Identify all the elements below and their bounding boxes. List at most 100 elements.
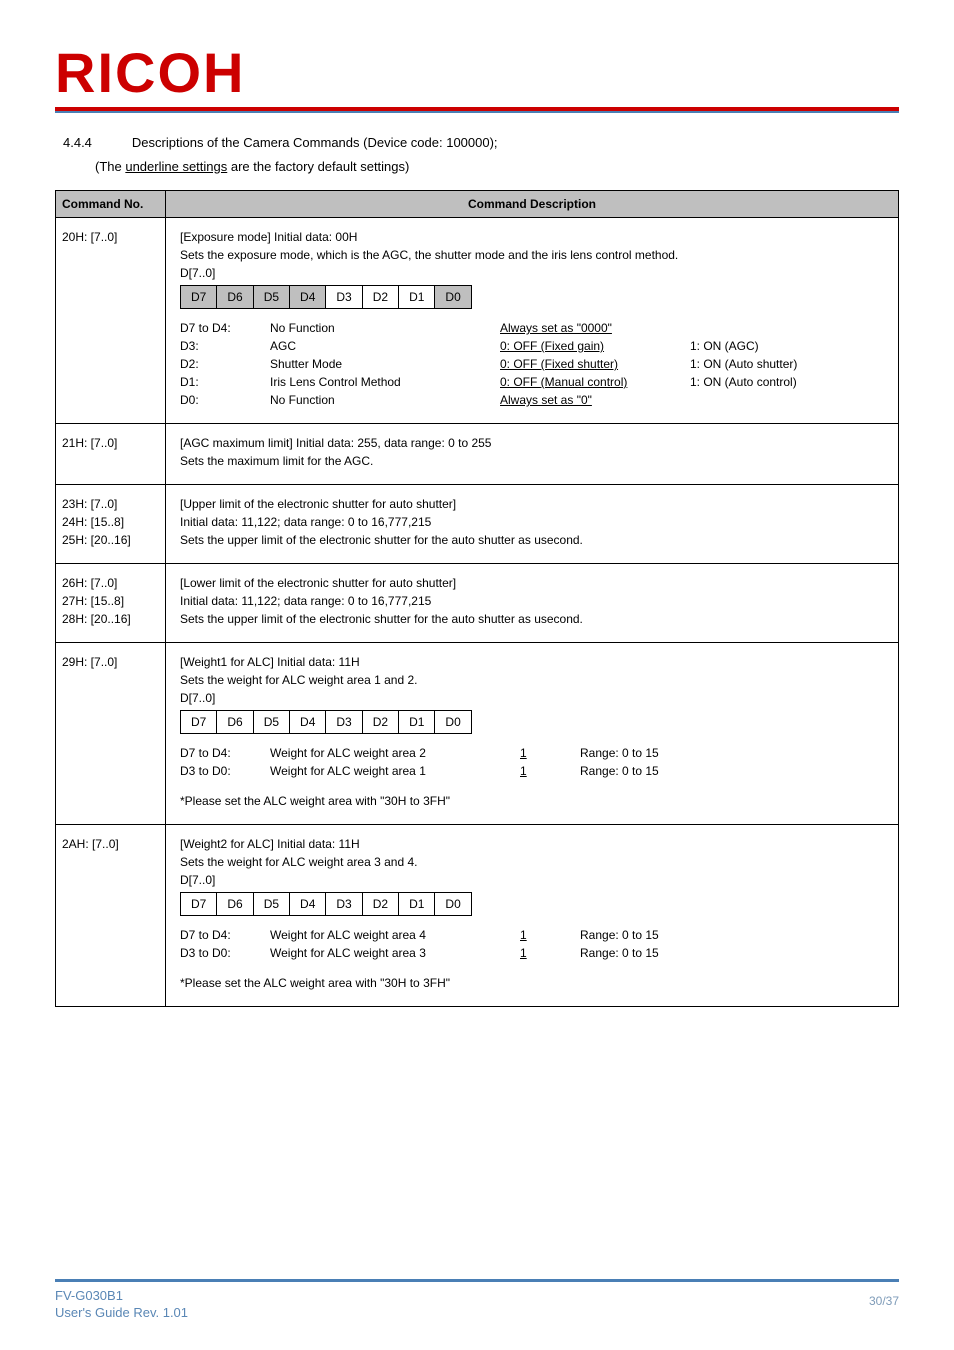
bit-map-row: D2:Shutter Mode0: OFF (Fixed shutter)1: … xyxy=(180,355,888,373)
bit-cell: D6 xyxy=(217,711,253,734)
desc-text: [Lower limit of the electronic shutter f… xyxy=(180,574,888,592)
weight-range-text: Range: 0 to 15 xyxy=(580,926,659,944)
desc-title: [Exposure mode] Initial data: 00H xyxy=(180,228,888,246)
bit-range: D3: xyxy=(180,337,270,355)
bit-value-1: 1: ON (Auto control) xyxy=(690,373,797,391)
bit-function: No Function xyxy=(270,391,500,409)
weight-value: 1 xyxy=(520,762,580,780)
content: 4.4.4Descriptions of the Camera Commands… xyxy=(0,113,954,1007)
cmd-desc-cell: [Weight2 for ALC] Initial data: 11HSets … xyxy=(166,825,899,1007)
bit-cell: D4 xyxy=(290,286,326,309)
bit-cell: D4 xyxy=(290,711,326,734)
weight-value: 1 xyxy=(520,944,580,962)
footer-product: FV-G030B1 xyxy=(55,1288,188,1305)
brand-logo: RICOH xyxy=(55,41,245,104)
cmd-no-cell: 2AH: [7..0] xyxy=(56,825,166,1007)
cmd-no: 20H: [7..0] xyxy=(62,228,159,246)
weight-value: 1 xyxy=(520,744,580,762)
d-label: D[7..0] xyxy=(180,689,888,707)
footer-guide: User's Guide Rev. 1.01 xyxy=(55,1305,188,1322)
bit-function: Shutter Mode xyxy=(270,355,500,373)
bit-table: D7D6D5D4D3D2D1D0 xyxy=(180,892,472,916)
desc-text: Initial data: 11,122; data range: 0 to 1… xyxy=(180,513,888,531)
weight-row: D3 to D0:Weight for ALC weight area 31Ra… xyxy=(180,944,888,962)
cmd-no: 28H: [20..16] xyxy=(62,610,159,628)
bit-map-row: D1:Iris Lens Control Method0: OFF (Manua… xyxy=(180,373,888,391)
bit-function: Iris Lens Control Method xyxy=(270,373,500,391)
bit-value-0: Always set as "0000" xyxy=(500,319,690,337)
desc-text: [Upper limit of the electronic shutter f… xyxy=(180,495,888,513)
bit-cell: D5 xyxy=(253,893,289,916)
bit-value-1: 1: ON (AGC) xyxy=(690,337,759,355)
weight-label: Weight for ALC weight area 3 xyxy=(270,944,520,962)
bit-value-0: 0: OFF (Fixed shutter) xyxy=(500,355,690,373)
footer-page-number: 30/37 xyxy=(869,1288,899,1322)
bit-cell: D1 xyxy=(399,711,435,734)
cmd-no: 24H: [15..8] xyxy=(62,513,159,531)
desc-text: Sets the maximum limit for the AGC. xyxy=(180,452,888,470)
cmd-no: 29H: [7..0] xyxy=(62,653,159,671)
cmd-no-cell: 26H: [7..0]27H: [15..8]28H: [20..16] xyxy=(56,564,166,643)
footer-line xyxy=(55,1279,899,1282)
bit-cell: D3 xyxy=(326,893,362,916)
weight-range: D3 to D0: xyxy=(180,944,270,962)
cmd-desc-cell: [AGC maximum limit] Initial data: 255, d… xyxy=(166,424,899,485)
bit-table: D7D6D5D4D3D2D1D0 xyxy=(180,710,472,734)
bit-cell: D0 xyxy=(435,711,471,734)
cmd-no: 27H: [15..8] xyxy=(62,592,159,610)
bit-range: D7 to D4: xyxy=(180,319,270,337)
cmd-desc-cell: [Exposure mode] Initial data: 00HSets th… xyxy=(166,218,899,424)
weight-range-text: Range: 0 to 15 xyxy=(580,944,659,962)
weight-range: D7 to D4: xyxy=(180,744,270,762)
bit-cell: D6 xyxy=(217,286,253,309)
cmd-desc-cell: [Lower limit of the electronic shutter f… xyxy=(166,564,899,643)
cmd-no-cell: 20H: [7..0] xyxy=(56,218,166,424)
bit-cell: D5 xyxy=(253,711,289,734)
bit-value-0: Always set as "0" xyxy=(500,391,690,409)
weight-row: D7 to D4:Weight for ALC weight area 21Ra… xyxy=(180,744,888,762)
note: *Please set the ALC weight area with "30… xyxy=(180,974,888,992)
bit-cell: D2 xyxy=(362,893,398,916)
cmd-no-cell: 21H: [7..0] xyxy=(56,424,166,485)
desc-text: Sets the upper limit of the electronic s… xyxy=(180,610,888,628)
bit-cell: D3 xyxy=(326,286,362,309)
cmd-no-cell: 23H: [7..0]24H: [15..8]25H: [20..16] xyxy=(56,485,166,564)
cmd-no: 2AH: [7..0] xyxy=(62,835,159,853)
desc-text: [AGC maximum limit] Initial data: 255, d… xyxy=(180,434,888,452)
bit-range: D1: xyxy=(180,373,270,391)
bit-map-row: D0:No FunctionAlways set as "0" xyxy=(180,391,888,409)
desc-text: Sets the weight for ALC weight area 1 an… xyxy=(180,671,888,689)
weight-label: Weight for ALC weight area 2 xyxy=(270,744,520,762)
page-footer: FV-G030B1 User's Guide Rev. 1.01 30/37 xyxy=(0,1279,954,1322)
bit-value-1: 1: ON (Auto shutter) xyxy=(690,355,797,373)
command-table: Command No. Command Description 20H: [7.… xyxy=(55,190,899,1007)
bit-function: No Function xyxy=(270,319,500,337)
desc-text: Sets the weight for ALC weight area 3 an… xyxy=(180,853,888,871)
bit-cell: D3 xyxy=(326,711,362,734)
logo-block: RICOH xyxy=(0,0,954,105)
note: *Please set the ALC weight area with "30… xyxy=(180,792,888,810)
d-label: D[7..0] xyxy=(180,871,888,889)
bit-range: D0: xyxy=(180,391,270,409)
weight-range-text: Range: 0 to 15 xyxy=(580,744,659,762)
section-subnote: (The underline settings are the factory … xyxy=(95,157,899,177)
cmd-no: 25H: [20..16] xyxy=(62,531,159,549)
weight-range: D3 to D0: xyxy=(180,762,270,780)
bit-value-0: 0: OFF (Fixed gain) xyxy=(500,337,690,355)
th-command-no: Command No. xyxy=(56,191,166,218)
weight-value: 1 xyxy=(520,926,580,944)
bit-cell: D0 xyxy=(435,286,471,309)
bit-cell: D7 xyxy=(181,711,217,734)
bit-cell: D1 xyxy=(399,286,435,309)
weight-label: Weight for ALC weight area 1 xyxy=(270,762,520,780)
weight-row: D3 to D0:Weight for ALC weight area 11Ra… xyxy=(180,762,888,780)
section-heading: 4.4.4Descriptions of the Camera Commands… xyxy=(55,133,899,153)
bit-cell: D0 xyxy=(435,893,471,916)
bit-function: AGC xyxy=(270,337,500,355)
bit-cell: D6 xyxy=(217,893,253,916)
footer-left: FV-G030B1 User's Guide Rev. 1.01 xyxy=(55,1288,188,1322)
bit-value-0: 0: OFF (Manual control) xyxy=(500,373,690,391)
section-number: 4.4.4 xyxy=(63,133,92,153)
bit-cell: D1 xyxy=(399,893,435,916)
bit-cell: D2 xyxy=(362,711,398,734)
